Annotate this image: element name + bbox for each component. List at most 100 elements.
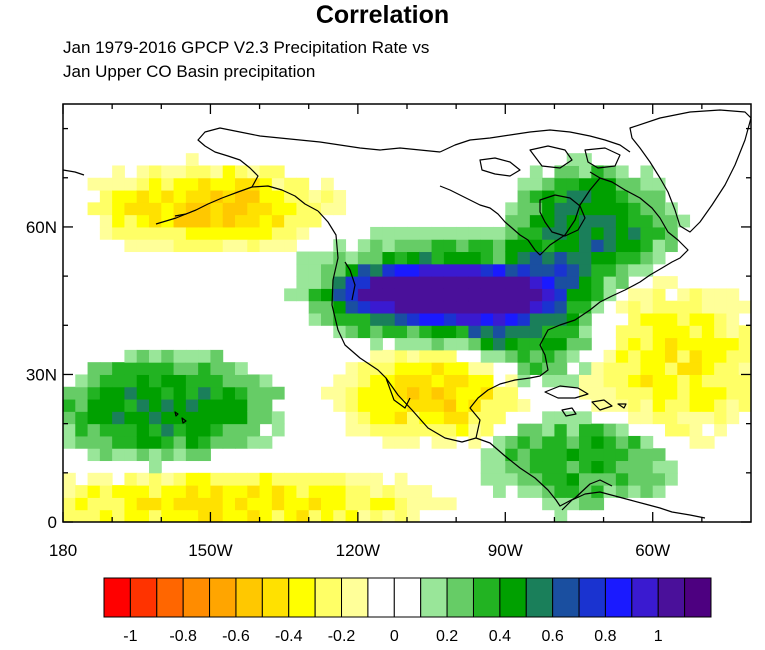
grid-cell [308,251,322,265]
grid-cell [542,300,555,314]
grid-cell [701,288,715,302]
grid-cell [603,448,617,462]
grid-cell [112,509,125,522]
grid-cell [136,448,150,462]
grid-cell [63,497,76,511]
grid-cell [443,313,457,326]
colorbar-swatch [103,577,131,618]
grid-cell [382,226,396,240]
grid-cell [136,435,150,449]
grid-cell [99,226,113,240]
grid-cell [652,251,666,265]
grid-cell [345,325,359,339]
grid-cell [75,386,89,400]
grid-cell [603,435,617,449]
grid-cell [357,472,371,486]
grid-cell [112,386,125,400]
grid-cell [308,509,322,522]
colorbar-swatch [341,577,369,618]
grid-cell [554,263,568,277]
grid-cell [407,300,420,314]
grid-cell [493,460,506,474]
grid-cell [173,202,187,216]
grid-cell [75,485,89,498]
grid-cell [296,214,310,228]
grid-cell [579,300,592,314]
grid-cell [480,300,494,314]
grid-cell [419,288,433,302]
grid-cell [419,485,433,498]
grid-cell [714,325,727,339]
grid-cell [296,497,310,511]
grid-cell [517,423,531,437]
grid-cell [714,349,727,363]
grid-cell [493,411,506,425]
grid-cell [222,497,236,511]
grid-cell [198,202,211,216]
grid-cell [726,362,740,375]
grid-cell [480,411,494,425]
grid-cell [296,276,310,289]
grid-cell [259,374,273,388]
grid-cell [517,362,531,375]
grid-cell [615,362,629,375]
grid-cell [173,485,187,498]
grid-cell [505,202,519,216]
grid-cell [665,276,678,289]
grid-cell [579,411,592,425]
grid-cell [628,177,641,191]
grid-cell [136,386,150,400]
grid-cell [468,325,482,339]
grid-cell [321,251,334,265]
grid-cell [456,313,469,326]
grid-cell [198,349,211,363]
grid-cell [431,411,445,425]
grid-cell [714,374,727,388]
grid-cell [615,300,629,314]
grid-cell [677,362,691,375]
grid-cell [652,325,666,339]
grid-cell [591,263,605,277]
grid-cell [505,288,519,302]
grid-cell [259,177,273,191]
grid-cell [554,349,568,363]
grid-cell [701,325,715,339]
grid-cell [579,165,592,179]
grid-cell [382,251,396,265]
grid-cell [505,313,519,326]
grid-cell [726,386,740,400]
grid-cell [308,190,322,203]
grid-cell [210,190,224,203]
grid-cell [259,411,273,425]
grid-cell [517,288,531,302]
colorbar-label: 0.8 [594,628,616,645]
grid-cell [591,251,605,265]
grid-cell [566,472,580,486]
grid-cell [382,423,396,437]
grid-cell [161,399,175,412]
grid-cell [665,460,678,474]
grid-cell [689,313,703,326]
grid-cell [296,288,310,302]
grid-cell [431,325,445,339]
grid-cell [579,337,592,351]
grid-cell [726,411,740,425]
grid-cell [284,177,297,191]
grid-cell [345,399,359,412]
grid-cell [149,460,162,474]
grid-cell [198,485,211,498]
grid-cell [652,411,666,425]
grid-cell [296,226,310,240]
grid-cell [529,300,543,314]
grid-cell [185,153,199,166]
lat-tick-label: 60N [26,218,57,237]
grid-cell [394,435,408,449]
grid-cell [542,263,555,277]
grid-cell [357,263,371,277]
grid-cell [370,288,383,302]
grid-cell [124,177,138,191]
grid-cell [529,226,543,240]
grid-cell [640,325,654,339]
grid-cell [394,337,408,351]
grid-cell [370,423,383,437]
